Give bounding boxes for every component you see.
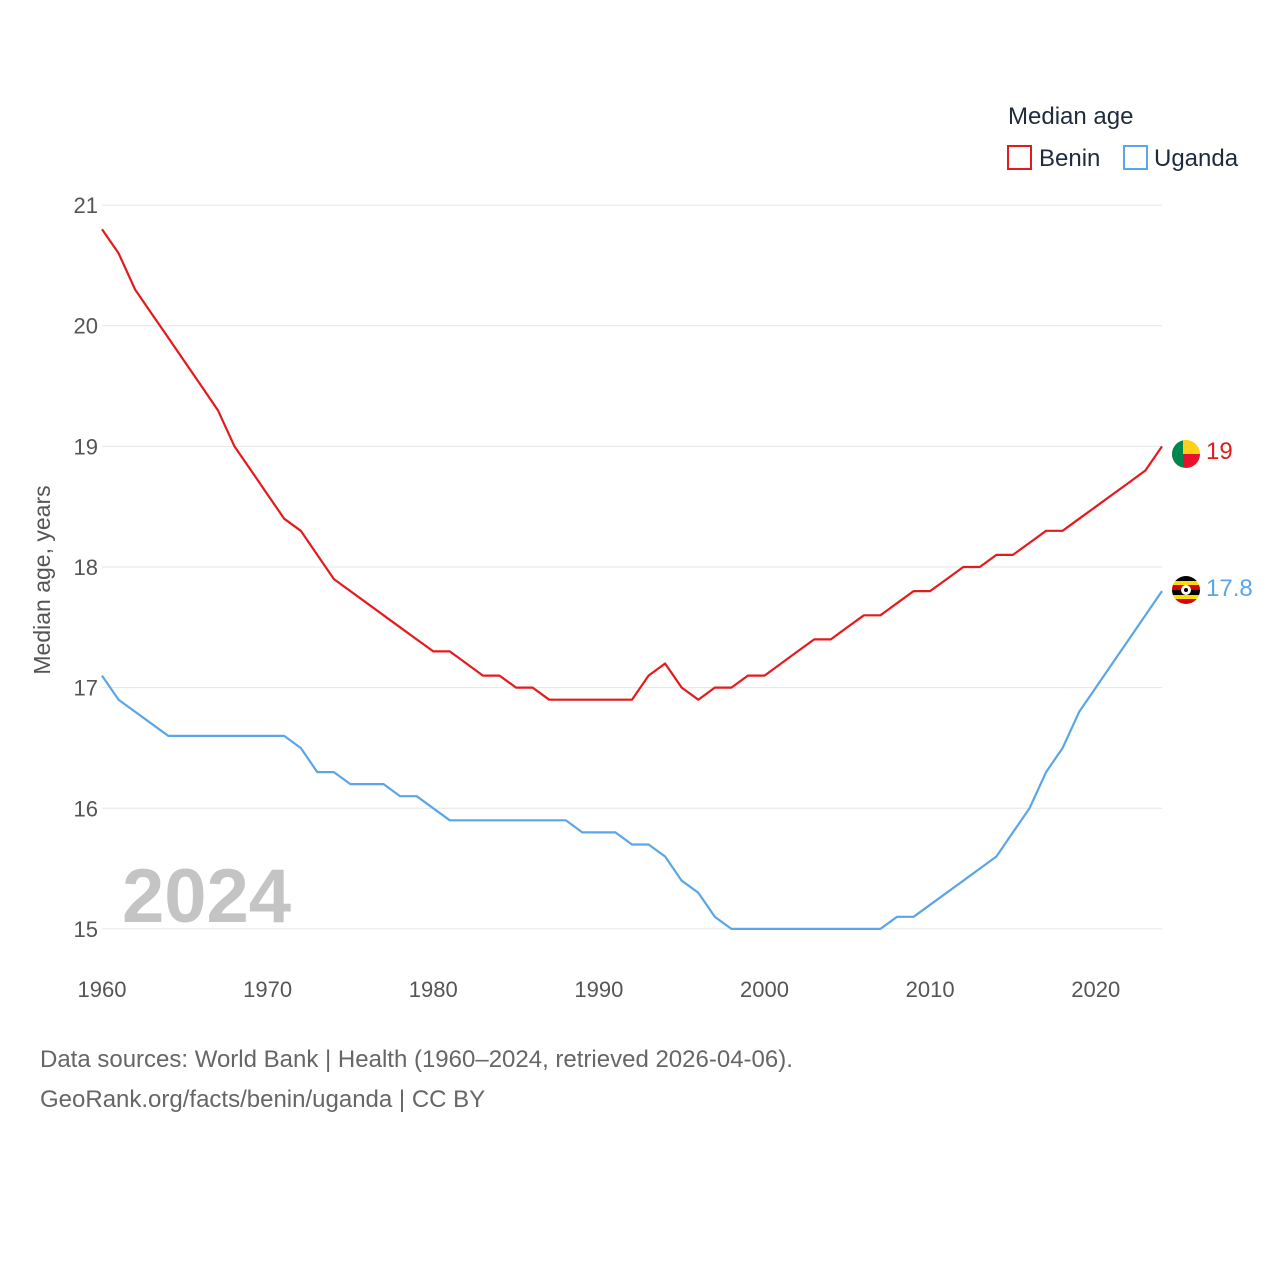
year-label: 2024 (122, 854, 291, 939)
y-tick-label: 16 (74, 796, 98, 821)
legend-item-uganda[interactable]: Uganda (1123, 145, 1239, 172)
y-tick-label: 15 (74, 917, 98, 942)
legend-title: Median age (1008, 103, 1133, 130)
license-line: GeoRank.org/facts/benin/uganda | CC BY (40, 1086, 486, 1113)
y-axis-ticks: 15 16 17 18 19 20 21 (74, 193, 98, 942)
y-tick-label: 17 (74, 676, 98, 701)
y-tick-label: 18 (74, 555, 98, 580)
end-label-benin: 19 (1206, 438, 1233, 465)
y-tick-label: 20 (74, 314, 98, 339)
series-lines (101, 228, 1163, 931)
x-tick-label: 2020 (1071, 977, 1120, 1002)
legend-swatch-benin (1007, 145, 1032, 170)
y-tick-label: 21 (74, 193, 98, 218)
legend: Median age Benin Uganda (1007, 103, 1239, 172)
y-tick-label: 19 (74, 434, 98, 459)
x-tick-label: 1980 (409, 977, 458, 1002)
x-tick-label: 1960 (78, 977, 127, 1002)
gridlines (102, 204, 1162, 930)
y-axis-label: Median age, years (29, 485, 55, 674)
legend-swatch-uganda (1123, 145, 1148, 170)
benin-flag-icon (1172, 440, 1200, 468)
x-tick-label: 2010 (906, 977, 955, 1002)
end-label-uganda: 17.8 (1206, 575, 1253, 602)
source-line: Data sources: World Bank | Health (1960–… (40, 1046, 793, 1073)
x-tick-label: 1970 (243, 977, 292, 1002)
legend-item-benin[interactable]: Benin (1007, 145, 1100, 172)
uganda-flag-icon (1172, 576, 1200, 604)
series-line-benin[interactable] (101, 228, 1163, 701)
series-line-uganda[interactable] (101, 590, 1163, 931)
x-tick-label: 2000 (740, 977, 789, 1002)
legend-label-benin: Benin (1039, 145, 1100, 172)
legend-label-uganda: Uganda (1154, 145, 1239, 172)
data-sources: Data sources: World Bank | Health (1960–… (40, 1040, 793, 1120)
x-tick-label: 1990 (574, 977, 623, 1002)
median-age-chart: Median age Benin Uganda 15 16 17 18 19 20 21 1… (29, 103, 1253, 1002)
x-axis-ticks: 1960 1970 1980 1990 2000 2010 2020 (78, 977, 1121, 1002)
